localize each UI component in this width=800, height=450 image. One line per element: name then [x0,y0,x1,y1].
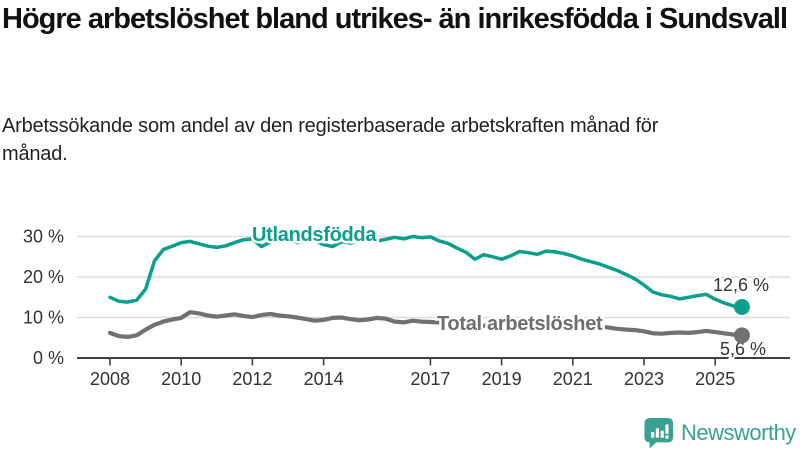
x-tick-label: 2010 [161,369,201,389]
chart-title: Högre arbetslöshet bland utrikes- än inr… [2,3,788,35]
label-mask [714,343,774,357]
x-tick-label: 2021 [553,369,593,389]
series-label-utlandsfodda: Utlandsfödda [252,224,377,246]
x-tick-label: 2017 [410,369,450,389]
end-dot-total-arbetsloshet [733,327,750,344]
series-label-total-arbetsloshet: Total arbetslöshet [437,313,603,335]
y-tick-label: 10 % [23,308,64,328]
y-tick-label: 0 % [33,348,64,368]
series-line-utlandsfodda [108,234,744,309]
end-value-label-total-arbetsloshet: 5,6 % [720,339,766,359]
x-tick-label: 2008 [90,369,130,389]
chart-subtitle: Arbetssökande som andel av den registerb… [2,115,659,165]
end-value-label-utlandsfodda: 12,6 % [713,275,769,295]
x-tick-label: 2019 [482,369,522,389]
series-line-total-arbetsloshet [107,310,745,339]
bar-chart-speech-bubble-icon [644,418,674,449]
x-tick-label: 2014 [304,369,344,389]
y-tick-label: 30 % [23,227,64,247]
x-tick-label: 2023 [624,369,664,389]
end-dot-utlandsfodda [733,298,750,315]
y-tick-label: 20 % [23,267,64,287]
x-tick-label: 2012 [232,369,272,389]
x-tick-label: 2025 [695,369,735,389]
newsworthy-logo-text: Newsworthy [681,420,796,445]
newsworthy-logo: Newsworthy [644,417,796,449]
